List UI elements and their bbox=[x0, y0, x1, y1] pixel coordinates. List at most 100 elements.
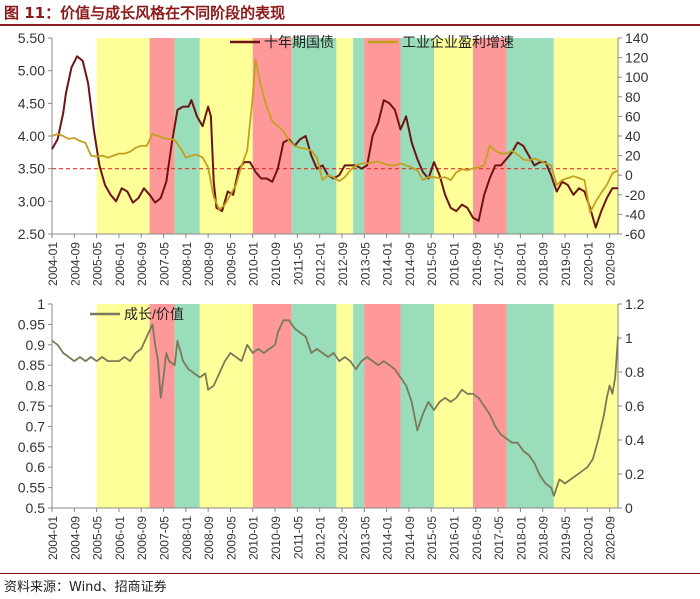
top-y-right-tick-label: 80 bbox=[625, 89, 641, 105]
bottom-y-right-tick-label: 0.4 bbox=[625, 432, 645, 448]
top-legend-label-1: 工业企业盈利增速 bbox=[402, 34, 514, 50]
top-x-tick-label: 2008-01 bbox=[180, 242, 194, 286]
top-y-right-tick-label: 0 bbox=[625, 167, 633, 183]
bottom-x-tick-label: 2012-01 bbox=[314, 516, 328, 560]
figure-title: 图 11：价值与成长风格在不同阶段的表现 bbox=[4, 4, 286, 22]
top-x-tick-label: 2018-01 bbox=[514, 242, 528, 286]
top-shade-band-1 bbox=[149, 38, 175, 234]
top-shade-band-5 bbox=[291, 38, 337, 234]
bottom-x-tick-label: 2010-01 bbox=[247, 516, 261, 560]
top-y-left-tick-label: 3.50 bbox=[18, 161, 45, 177]
bottom-shade-band-0 bbox=[96, 304, 150, 508]
bottom-x-tick-label: 2014-09 bbox=[403, 516, 417, 560]
bottom-x-tick-label: 2013-05 bbox=[358, 516, 372, 560]
bottom-x-tick-label: 2012-09 bbox=[336, 516, 350, 560]
top-x-tick-label: 2006-09 bbox=[135, 242, 149, 286]
bottom-x-tick-label: 2005-05 bbox=[91, 516, 105, 560]
top-y-right-tick-label: 40 bbox=[625, 128, 641, 144]
bottom-y-left-tick-label: 0.75 bbox=[18, 398, 45, 414]
bottom-x-tick-label: 2019-05 bbox=[559, 516, 573, 560]
top-shade-band-2 bbox=[174, 38, 200, 234]
top-y-right-tick-label: -20 bbox=[625, 187, 645, 203]
top-y-left-tick-label: 5.00 bbox=[18, 63, 45, 79]
bottom-y-left-tick-label: 0.85 bbox=[18, 357, 45, 373]
top-x-tick-label: 2004-09 bbox=[68, 242, 82, 286]
top-shade-band-7 bbox=[353, 38, 365, 234]
top-shade-band-6 bbox=[336, 38, 354, 234]
bottom-chart: 0.5 0.55 0.6 0.65 0.7 0.75 0.8 0.85 0.9 0.95 1 0 0.2… bbox=[18, 296, 645, 560]
chart-svg: 2.50 3.00 3.50 4.00 4.50 5.00 5.50 -60 -40 -20 0 20… bbox=[18, 30, 649, 560]
top-shade-band-13 bbox=[553, 38, 618, 234]
bottom-x-tick-label: 2017-05 bbox=[492, 516, 506, 560]
top-y-right-tick-label: 140 bbox=[625, 30, 649, 46]
source-rule bbox=[0, 573, 700, 574]
bottom-x-tick-label: 2014-01 bbox=[381, 516, 395, 560]
bottom-shade-band-4 bbox=[252, 304, 292, 508]
bottom-y-left-tick-label: 0.65 bbox=[18, 439, 45, 455]
bottom-x-tick-label: 2009-05 bbox=[224, 516, 238, 560]
top-x-tick-label: 2009-05 bbox=[224, 242, 238, 286]
top-shade-band-12 bbox=[506, 38, 554, 234]
bottom-y-left-tick-label: 0.55 bbox=[18, 480, 45, 496]
top-y-right-tick-label: -60 bbox=[625, 226, 645, 242]
top-chart: 2.50 3.00 3.50 4.00 4.50 5.00 5.50 -60 -40 -20 0 20… bbox=[18, 30, 649, 286]
top-x-tick-label: 2005-05 bbox=[91, 242, 105, 286]
bottom-x-tick-label: 2010-09 bbox=[269, 516, 283, 560]
bottom-series-line-0 bbox=[51, 319, 619, 497]
top-x-tick-label: 2015-05 bbox=[425, 242, 439, 286]
top-shade-band-8 bbox=[364, 38, 401, 234]
top-y-right-tick-label: 20 bbox=[625, 148, 641, 164]
bottom-shade-band-8 bbox=[364, 304, 401, 508]
top-x-tick-label: 2018-09 bbox=[537, 242, 551, 286]
top-shade-band-0 bbox=[96, 38, 150, 234]
top-x-tick-label: 2014-09 bbox=[403, 242, 417, 286]
bottom-shade-band-2 bbox=[174, 304, 200, 508]
bottom-x-tick-label: 2007-05 bbox=[158, 516, 172, 560]
bottom-x-tick-label: 2004-09 bbox=[68, 516, 82, 560]
bottom-y-left-tick-label: 0.7 bbox=[26, 418, 46, 434]
bottom-y-right-tick-label: 0 bbox=[625, 500, 633, 516]
bottom-x-tick-label: 2008-09 bbox=[202, 516, 216, 560]
top-x-tick-label: 2010-01 bbox=[247, 242, 261, 286]
bottom-shade-band-11 bbox=[473, 304, 507, 508]
bottom-shade-band-5 bbox=[291, 304, 337, 508]
top-y-right-tick-label: 100 bbox=[625, 69, 649, 85]
bottom-legend-label-0: 成长/价值 bbox=[124, 306, 184, 322]
top-legend-label-0: 十年期国债 bbox=[264, 34, 334, 50]
top-shade-band-9 bbox=[400, 38, 434, 234]
top-y-right-tick-label: -40 bbox=[625, 206, 645, 222]
bottom-y-left-tick-label: 0.6 bbox=[26, 459, 46, 475]
top-series-line-1 bbox=[51, 58, 619, 214]
top-x-tick-label: 2012-09 bbox=[336, 242, 350, 286]
source-note: 资料来源：Wind、招商证券 bbox=[4, 580, 167, 595]
top-y-left-tick-label: 5.50 bbox=[18, 30, 45, 46]
bottom-x-tick-label: 2016-09 bbox=[470, 516, 484, 560]
bottom-x-tick-label: 2006-09 bbox=[135, 516, 149, 560]
top-x-tick-label: 2007-05 bbox=[158, 242, 172, 286]
top-x-tick-label: 2019-05 bbox=[559, 242, 573, 286]
bottom-x-tick-label: 2018-09 bbox=[537, 516, 551, 560]
bottom-y-right-tick-label: 1.2 bbox=[625, 296, 645, 312]
top-x-tick-label: 2012-01 bbox=[314, 242, 328, 286]
top-y-left-tick-label: 4.00 bbox=[18, 128, 45, 144]
bottom-y-right-tick-label: 1 bbox=[625, 330, 633, 346]
bottom-x-tick-label: 2016-01 bbox=[447, 516, 461, 560]
bottom-y-right-tick-label: 0.6 bbox=[625, 398, 645, 414]
top-x-tick-label: 2020-09 bbox=[604, 242, 618, 286]
top-x-tick-label: 2020-01 bbox=[581, 242, 595, 286]
bottom-shade-band-6 bbox=[336, 304, 354, 508]
bottom-y-right-tick-label: 0.8 bbox=[625, 364, 645, 380]
top-x-tick-label: 2004-01 bbox=[46, 242, 60, 286]
top-x-tick-label: 2014-01 bbox=[381, 242, 395, 286]
bottom-x-tick-label: 2020-01 bbox=[581, 516, 595, 560]
top-x-tick-label: 2010-09 bbox=[269, 242, 283, 286]
bottom-x-tick-label: 2004-01 bbox=[46, 516, 60, 560]
bottom-x-tick-label: 2015-05 bbox=[425, 516, 439, 560]
bottom-x-tick-label: 2011-05 bbox=[291, 516, 305, 559]
top-x-tick-label: 2016-09 bbox=[470, 242, 484, 286]
bottom-shade-band-7 bbox=[353, 304, 365, 508]
top-y-right-tick-label: 60 bbox=[625, 108, 641, 124]
bottom-shade-band-3 bbox=[199, 304, 253, 508]
bottom-y-left-tick-label: 0.9 bbox=[26, 337, 46, 353]
